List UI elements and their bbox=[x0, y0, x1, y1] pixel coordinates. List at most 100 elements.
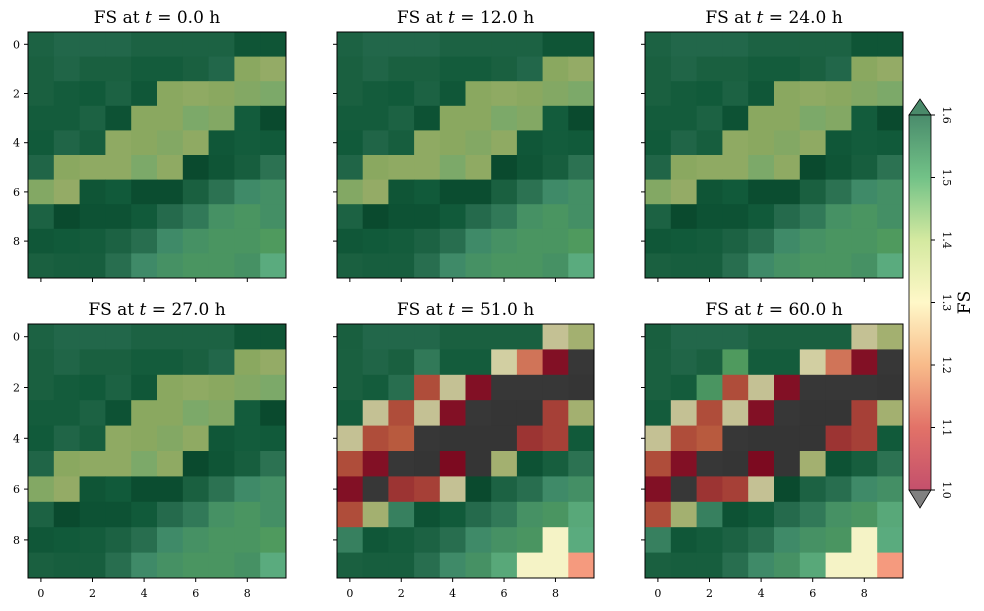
heatmap-cell bbox=[131, 552, 158, 579]
heatmap-cell bbox=[851, 451, 878, 477]
heatmap-cell bbox=[799, 451, 827, 477]
heatmap-cell bbox=[568, 476, 595, 503]
heatmap-cell bbox=[234, 552, 261, 579]
heatmap-cell bbox=[414, 179, 441, 205]
heatmap-cell bbox=[414, 476, 441, 503]
heatmap-cell bbox=[825, 476, 852, 503]
heatmap-cell bbox=[337, 228, 364, 254]
x-tick-label: 4 bbox=[758, 587, 765, 600]
heatmap-cell bbox=[696, 56, 723, 82]
heatmap-cell bbox=[337, 425, 364, 452]
heatmap-cell bbox=[388, 56, 415, 82]
heatmap-cell bbox=[465, 81, 492, 107]
heatmap-cell bbox=[748, 204, 775, 230]
heatmap-cell bbox=[568, 324, 595, 350]
heatmap-cell bbox=[851, 130, 878, 156]
heatmap-cell bbox=[851, 374, 878, 401]
heatmap-cell bbox=[645, 400, 672, 427]
heatmap-cell bbox=[799, 527, 827, 554]
heatmap-cell bbox=[208, 32, 235, 58]
heatmap-cell bbox=[157, 476, 184, 503]
heatmap-cell bbox=[696, 425, 723, 452]
heatmap-cell bbox=[182, 349, 210, 376]
title-suffix: = 0.0 h bbox=[152, 8, 220, 28]
heatmap-cell bbox=[799, 425, 827, 452]
heatmap-cell bbox=[157, 130, 184, 156]
heatmap-cell bbox=[105, 400, 132, 427]
heatmap-cell bbox=[337, 349, 364, 376]
title-suffix: = 12.0 h bbox=[455, 8, 534, 28]
heatmap-cell bbox=[542, 81, 569, 107]
heatmap-cell bbox=[516, 253, 544, 279]
heatmap-cell bbox=[414, 155, 441, 181]
heatmap-cell bbox=[774, 374, 801, 401]
heatmap-cell bbox=[131, 81, 158, 107]
title-variable: t bbox=[145, 8, 152, 28]
heatmap-cell bbox=[568, 552, 595, 579]
heatmap-cell bbox=[105, 527, 132, 554]
heatmap-cell bbox=[516, 451, 544, 477]
heatmap-cell bbox=[748, 552, 775, 579]
x-tick-label: 0 bbox=[654, 587, 661, 600]
heatmap-cell bbox=[157, 501, 184, 528]
heatmap-cell bbox=[568, 451, 595, 477]
colorbar-tick-label: 1.0 bbox=[940, 481, 953, 499]
heatmap-cell bbox=[851, 400, 878, 427]
heatmap-cell bbox=[799, 349, 827, 376]
heatmap-cell bbox=[234, 374, 261, 401]
heatmap-cell bbox=[516, 155, 544, 181]
heatmap-cell bbox=[105, 155, 132, 181]
heatmap-cell bbox=[234, 179, 261, 205]
y-tick-label: 8 bbox=[13, 235, 20, 248]
heatmap-cell bbox=[465, 32, 492, 58]
heatmap-cell bbox=[105, 179, 132, 205]
title-prefix: FS at bbox=[705, 8, 756, 28]
heatmap-cell bbox=[491, 105, 518, 131]
heatmap-cell bbox=[645, 130, 672, 156]
heatmap-cell bbox=[79, 527, 106, 554]
heatmap-cell bbox=[877, 324, 904, 350]
heatmap-cell bbox=[131, 476, 158, 503]
x-tick-label: 8 bbox=[244, 587, 251, 600]
heatmap-cell bbox=[79, 374, 106, 401]
heatmap-cell bbox=[414, 32, 441, 58]
heatmap-cell bbox=[439, 324, 466, 350]
heatmap-cell bbox=[516, 204, 544, 230]
heatmap-cell bbox=[670, 349, 698, 376]
heatmap-cell bbox=[439, 374, 466, 401]
heatmap-cell bbox=[439, 105, 466, 131]
heatmap-cell bbox=[645, 56, 672, 82]
heatmap-cell bbox=[568, 349, 595, 376]
y-tick-label: 0 bbox=[13, 331, 20, 344]
heatmap-cell bbox=[645, 228, 672, 254]
heatmap-cell bbox=[516, 56, 544, 82]
heatmap-cell bbox=[208, 374, 235, 401]
heatmap-cell bbox=[260, 324, 287, 350]
heatmap-cell bbox=[825, 81, 852, 107]
heatmap-cell bbox=[877, 552, 904, 579]
heatmap-cell bbox=[645, 374, 672, 401]
heatmap-cell bbox=[337, 32, 364, 58]
heatmap-cell bbox=[491, 81, 518, 107]
heatmap-cell bbox=[208, 56, 235, 82]
heatmap-cell bbox=[877, 81, 904, 107]
heatmap-cell bbox=[670, 155, 698, 181]
heatmap-cell bbox=[439, 400, 466, 427]
title-variable: t bbox=[140, 300, 147, 320]
heatmap-cell bbox=[439, 130, 466, 156]
heatmap-cell bbox=[337, 81, 364, 107]
heatmap-cell bbox=[877, 425, 904, 452]
heatmap-cell bbox=[260, 32, 287, 58]
heatmap-cell bbox=[722, 228, 749, 254]
heatmap-cell bbox=[799, 81, 827, 107]
heatmap-cell bbox=[465, 552, 492, 579]
heatmap-cell bbox=[28, 204, 55, 230]
title-prefix: FS at bbox=[705, 300, 756, 320]
heatmap-cell bbox=[774, 253, 801, 279]
heatmap-cell bbox=[53, 105, 81, 131]
heatmap-cell bbox=[28, 81, 55, 107]
heatmap-cell bbox=[645, 425, 672, 452]
heatmap-cell bbox=[696, 400, 723, 427]
heatmap-cell bbox=[542, 204, 569, 230]
heatmap-cell bbox=[105, 81, 132, 107]
